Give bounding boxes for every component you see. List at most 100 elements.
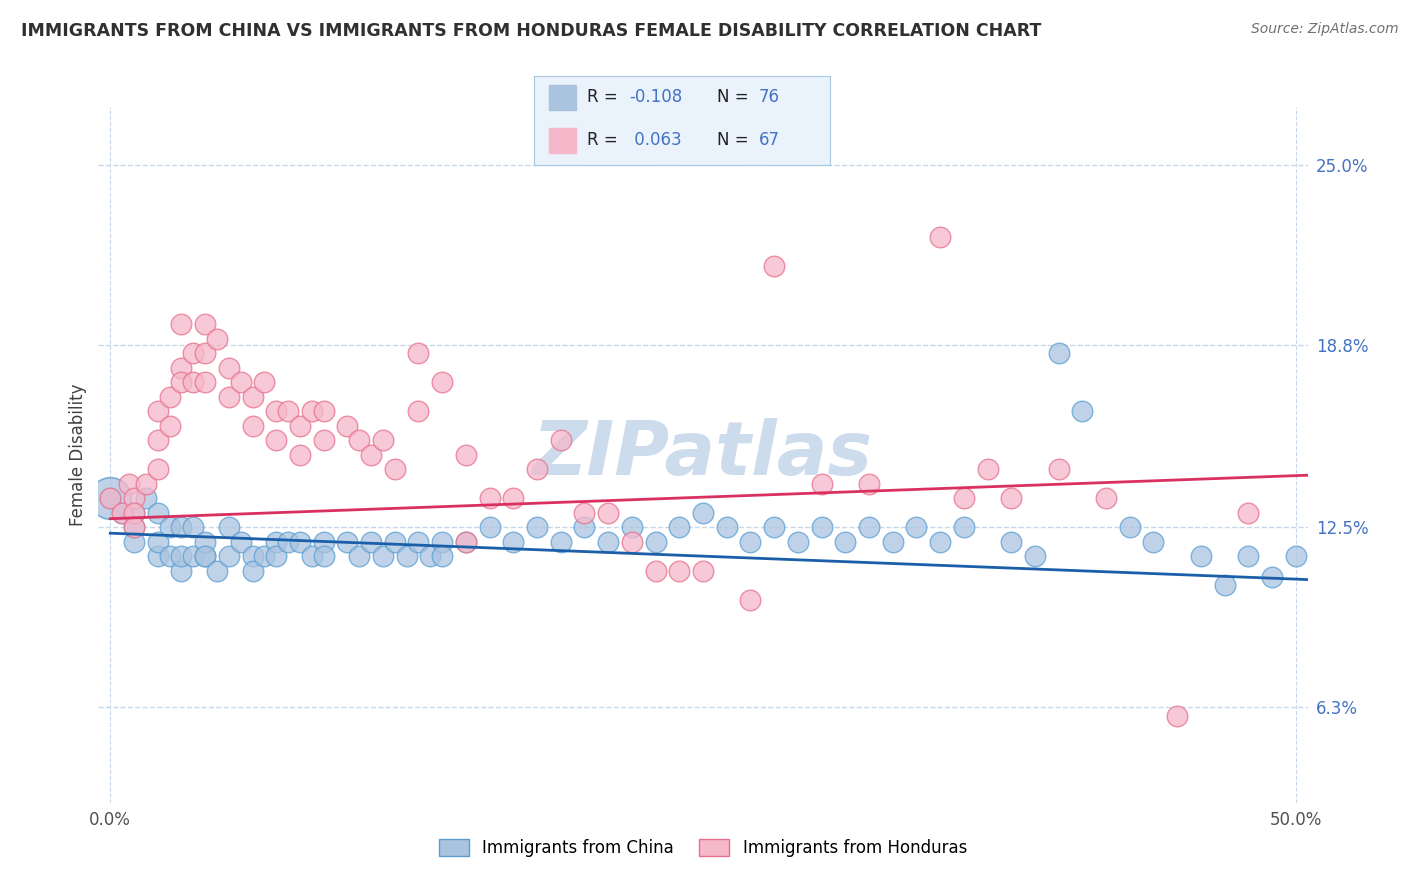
Point	[1213, 578, 1236, 592]
Text: R =: R =	[588, 131, 623, 149]
Point	[146, 462, 169, 476]
Point	[454, 535, 477, 549]
Text: 0.063: 0.063	[628, 131, 682, 149]
Point	[395, 549, 418, 564]
Point	[218, 361, 240, 376]
Point	[336, 419, 359, 434]
Point	[1095, 491, 1118, 506]
Point	[242, 564, 264, 578]
Point	[242, 419, 264, 434]
Point	[146, 549, 169, 564]
Point	[135, 491, 157, 506]
Point	[740, 592, 762, 607]
Point	[905, 520, 928, 534]
Point	[159, 390, 181, 404]
Point	[929, 535, 952, 549]
Point	[550, 535, 572, 549]
Point	[976, 462, 998, 476]
Point	[1189, 549, 1212, 564]
Point	[253, 549, 276, 564]
Point	[1000, 535, 1022, 549]
Point	[98, 491, 121, 506]
Point	[810, 520, 832, 534]
Point	[526, 520, 548, 534]
Y-axis label: Female Disability: Female Disability	[69, 384, 87, 526]
Point	[194, 535, 217, 549]
Point	[336, 535, 359, 549]
Point	[1142, 535, 1164, 549]
Point	[288, 448, 311, 462]
Point	[432, 549, 454, 564]
Point	[502, 535, 524, 549]
Text: R =: R =	[588, 88, 623, 106]
Point	[1237, 506, 1260, 520]
Point	[574, 506, 596, 520]
Point	[763, 520, 786, 534]
Point	[122, 535, 145, 549]
Point	[408, 346, 430, 360]
Text: ZIPatlas: ZIPatlas	[533, 418, 873, 491]
Point	[692, 506, 714, 520]
Text: N =: N =	[717, 88, 754, 106]
Point	[194, 549, 217, 564]
Point	[347, 434, 370, 448]
Point	[170, 520, 193, 534]
Bar	[548, 128, 575, 153]
Point	[1071, 404, 1094, 418]
Point	[1047, 346, 1070, 360]
Point	[644, 535, 666, 549]
Point	[146, 434, 169, 448]
Point	[194, 346, 217, 360]
Point	[952, 491, 974, 506]
Point	[360, 535, 382, 549]
Point	[1000, 491, 1022, 506]
Point	[371, 549, 394, 564]
Point	[408, 404, 430, 418]
Point	[347, 549, 370, 564]
Point	[122, 520, 145, 534]
Point	[288, 535, 311, 549]
Point	[882, 535, 904, 549]
Point	[360, 448, 382, 462]
Point	[159, 549, 181, 564]
Point	[111, 506, 134, 520]
Point	[1285, 549, 1308, 564]
Point	[288, 419, 311, 434]
Point	[229, 376, 252, 390]
Point	[763, 260, 786, 274]
Point	[264, 549, 287, 564]
Point	[98, 491, 121, 506]
Point	[478, 491, 501, 506]
Point	[122, 520, 145, 534]
Point	[312, 535, 335, 549]
Point	[1237, 549, 1260, 564]
Point	[135, 476, 157, 491]
Point	[620, 520, 643, 534]
Text: IMMIGRANTS FROM CHINA VS IMMIGRANTS FROM HONDURAS FEMALE DISABILITY CORRELATION : IMMIGRANTS FROM CHINA VS IMMIGRANTS FROM…	[21, 22, 1042, 40]
Point	[122, 506, 145, 520]
Point	[716, 520, 738, 534]
Point	[526, 462, 548, 476]
Point	[454, 448, 477, 462]
Point	[668, 564, 690, 578]
Point	[620, 535, 643, 549]
Point	[1261, 570, 1284, 584]
Point	[170, 549, 193, 564]
Point	[478, 520, 501, 534]
Point	[312, 404, 335, 418]
Point	[111, 506, 134, 520]
Point	[432, 535, 454, 549]
Point	[952, 520, 974, 534]
Point	[264, 535, 287, 549]
Point	[181, 346, 204, 360]
Point	[858, 520, 880, 534]
Point	[786, 535, 808, 549]
Point	[146, 506, 169, 520]
Point	[181, 549, 204, 564]
Point	[122, 506, 145, 520]
Point	[502, 491, 524, 506]
Point	[301, 404, 323, 418]
Point	[371, 434, 394, 448]
Point	[598, 535, 620, 549]
Point	[408, 535, 430, 549]
